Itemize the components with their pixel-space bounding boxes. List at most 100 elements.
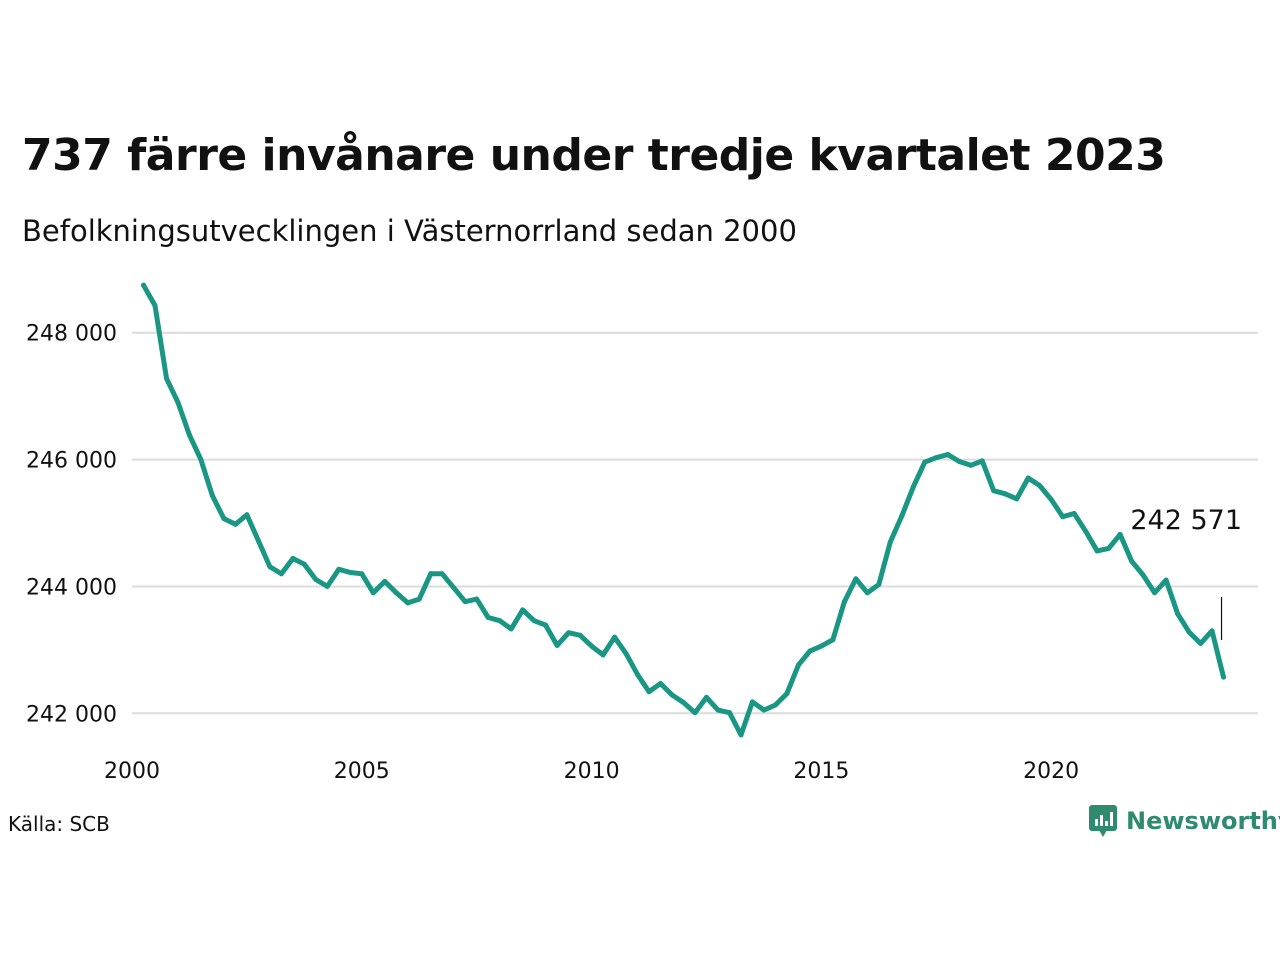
data-point xyxy=(554,642,560,648)
data-point xyxy=(1152,590,1158,596)
x-tick-label: 2005 xyxy=(334,759,390,784)
data-point xyxy=(853,576,859,582)
data-point xyxy=(244,512,250,518)
data-point xyxy=(462,599,468,605)
data-point xyxy=(1117,531,1123,537)
data-point xyxy=(830,637,836,643)
data-point xyxy=(1186,629,1192,635)
data-point xyxy=(209,493,215,499)
data-point xyxy=(324,583,330,589)
data-point xyxy=(1106,545,1112,551)
chart-title: 737 färre invånare under tredje kvartale… xyxy=(22,130,1166,181)
data-point xyxy=(612,634,618,640)
data-point xyxy=(1014,496,1020,502)
data-point xyxy=(692,710,698,716)
data-point xyxy=(738,732,744,738)
data-point xyxy=(175,400,181,406)
data-point xyxy=(186,432,192,438)
bar-chart-speech-bubble-icon xyxy=(1089,805,1117,837)
data-point xyxy=(290,556,296,562)
data-point xyxy=(623,651,629,657)
series-points xyxy=(140,282,1227,738)
data-point xyxy=(646,689,652,695)
x-axis-tick-labels: 2000 2005 2010 2015 2020 xyxy=(104,759,1079,784)
y-tick-label: 246 000 xyxy=(26,449,117,474)
data-point xyxy=(198,457,204,463)
data-point xyxy=(543,622,549,628)
data-point xyxy=(968,462,974,468)
data-point xyxy=(864,590,870,596)
data-point xyxy=(474,596,480,602)
data-point xyxy=(336,566,342,572)
data-point xyxy=(749,699,755,705)
data-point xyxy=(795,662,801,668)
data-point xyxy=(1094,548,1100,554)
data-point xyxy=(267,564,273,570)
data-point xyxy=(669,692,675,698)
data-point xyxy=(979,458,985,464)
grid-lines xyxy=(132,331,1258,715)
data-point xyxy=(1140,572,1146,578)
data-point xyxy=(221,516,227,522)
data-point xyxy=(508,626,514,632)
data-point xyxy=(1037,483,1043,489)
data-point xyxy=(1025,475,1031,481)
chart-subtitle: Befolkningsutvecklingen i Västernorrland… xyxy=(22,214,797,248)
data-point xyxy=(1163,577,1169,583)
data-point xyxy=(370,590,376,596)
data-point xyxy=(163,375,169,381)
data-point xyxy=(393,590,399,596)
brand-name: Newsworthy xyxy=(1126,807,1280,835)
data-point xyxy=(255,538,261,544)
x-tick-label: 2000 xyxy=(104,759,160,784)
data-point xyxy=(566,630,572,636)
data-point xyxy=(1198,641,1204,647)
data-point xyxy=(382,578,388,584)
data-point xyxy=(841,599,847,605)
x-tick-label: 2020 xyxy=(1023,759,1079,784)
data-point xyxy=(1071,511,1077,516)
data-point xyxy=(658,680,664,686)
data-point xyxy=(600,652,606,658)
data-point xyxy=(1060,514,1066,520)
y-axis-tick-labels: 242 000 244 000 246 000 248 000 xyxy=(26,322,117,728)
data-point xyxy=(635,672,641,678)
data-point xyxy=(577,632,583,638)
data-point xyxy=(140,282,146,288)
data-point xyxy=(1129,558,1135,564)
data-point xyxy=(1048,497,1054,503)
data-point xyxy=(887,539,893,545)
data-point xyxy=(807,648,813,654)
y-tick-label: 242 000 xyxy=(26,702,117,727)
data-point xyxy=(313,576,319,582)
data-point xyxy=(761,707,767,713)
source-note: Källa: SCB xyxy=(8,812,110,836)
data-point xyxy=(347,569,353,575)
data-point xyxy=(485,615,491,621)
data-point xyxy=(152,302,158,308)
data-point xyxy=(715,707,721,713)
data-point xyxy=(681,700,687,706)
data-point xyxy=(359,571,365,577)
data-point xyxy=(451,585,457,591)
data-point xyxy=(1221,674,1227,680)
data-point xyxy=(1083,528,1089,534)
data-point xyxy=(428,571,434,577)
data-point xyxy=(945,452,951,458)
data-point xyxy=(772,702,778,708)
data-point xyxy=(301,561,307,567)
data-point xyxy=(497,618,503,624)
data-point xyxy=(910,484,916,490)
y-tick-label: 244 000 xyxy=(26,575,117,600)
data-point xyxy=(726,710,732,716)
data-point xyxy=(531,618,537,624)
data-point xyxy=(784,691,790,697)
data-point xyxy=(1209,628,1215,634)
annotation-last-value-label: 242 571 xyxy=(1130,505,1242,536)
data-point xyxy=(922,459,928,465)
data-point xyxy=(439,571,445,577)
y-tick-label: 248 000 xyxy=(26,322,117,347)
data-point xyxy=(703,694,709,700)
data-point xyxy=(899,513,905,519)
